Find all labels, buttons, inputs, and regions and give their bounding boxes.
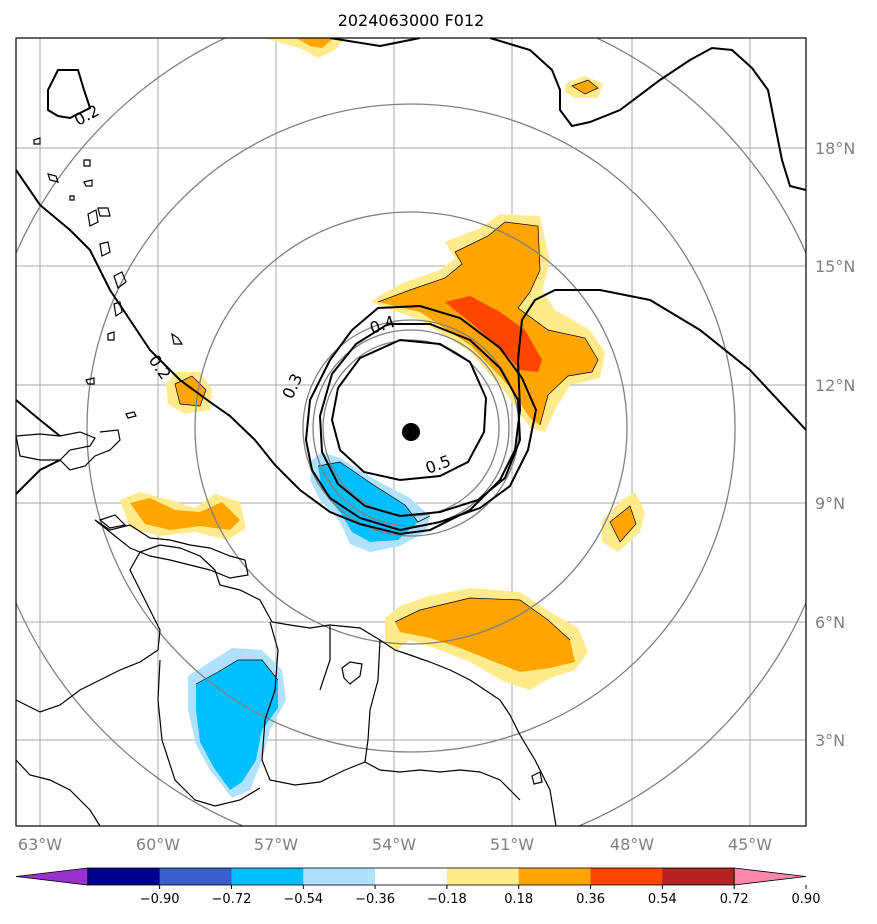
colorbar-tick-label: −0.90 [140, 892, 180, 907]
lon-label: 51°W [490, 835, 534, 854]
colorbar-segment [590, 868, 663, 885]
lon-label: 57°W [254, 835, 298, 854]
lon-label: 54°W [372, 835, 416, 854]
colorbar-segment [159, 868, 232, 885]
colorbar-segment [87, 868, 161, 885]
lat-label: 18°N [815, 139, 855, 158]
colorbar-segment [662, 868, 735, 885]
lat-label: 12°N [815, 376, 855, 395]
lat-label: 9°N [815, 494, 845, 513]
colorbar-segment [375, 868, 448, 885]
lat-label: 6°N [815, 613, 845, 632]
colorbar-tick-label: 0.90 [792, 892, 821, 907]
lat-label: 15°N [815, 257, 855, 276]
lon-labels: 63°W 60°W 57°W 54°W 51°W 48°W 45°W [18, 835, 772, 854]
storm-center-marker [402, 423, 420, 441]
lon-label: 63°W [18, 835, 62, 854]
colorbar-segment [303, 868, 376, 885]
colorbar-extension-high [733, 867, 807, 886]
colorbar-extension-low [15, 867, 89, 886]
colorbar-tick-label: −0.54 [283, 892, 323, 907]
map-title: 2024063000 F012 [338, 11, 485, 30]
positive-anomaly-shading [120, 38, 645, 690]
lon-label: 60°W [136, 835, 180, 854]
colorbar-tick-label: −0.72 [212, 892, 252, 907]
lat-label: 3°N [815, 731, 845, 750]
colorbar-tick-label: 0.18 [504, 892, 533, 907]
colorbar-tick-label: −0.18 [427, 892, 467, 907]
colorbar-tick-label: 0.72 [720, 892, 749, 907]
contours [16, 38, 806, 536]
lat-labels: 18°N 15°N 12°N 9°N 6°N 3°N [815, 139, 855, 750]
colorbar: −0.90 −0.72 −0.54 −0.36 −0.18 0.18 0.36 0.54 0.7… [15, 867, 821, 907]
range-rings [16, 38, 806, 826]
colorbar-frame [87, 867, 735, 886]
lon-label: 45°W [728, 835, 772, 854]
lon-label: 48°W [610, 835, 654, 854]
colorbar-segment [231, 868, 304, 885]
colorbar-tick-label: 0.54 [648, 892, 677, 907]
colorbar-tick-label: 0.36 [576, 892, 605, 907]
map-frame [15, 37, 807, 827]
shading-outlines [174, 79, 637, 685]
colorbar-segment [518, 868, 592, 885]
colorbar-tick-label: −0.36 [355, 892, 395, 907]
map-area: 0.2 0.2 0.3 0.4 0.5 [16, 38, 806, 826]
negative-anomaly-shading [188, 452, 430, 798]
coastlines [16, 137, 557, 826]
colorbar-segment [446, 868, 520, 885]
